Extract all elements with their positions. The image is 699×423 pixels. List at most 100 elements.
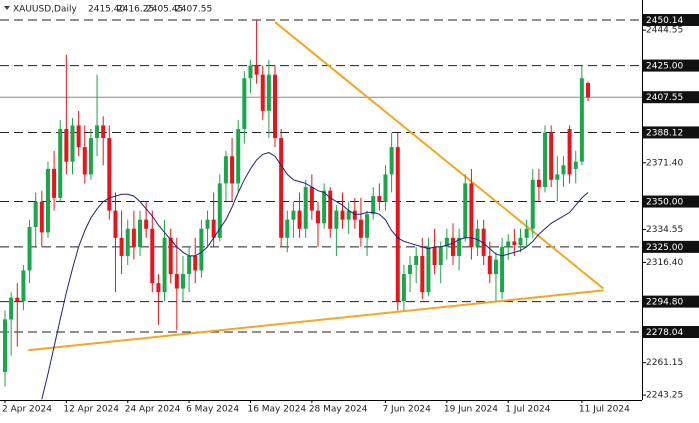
candle-body [506,241,511,247]
candle-body [469,183,474,247]
candle-body [481,228,486,256]
candle-body [76,125,81,148]
candle-body [536,179,541,188]
x-tick-label: 7 Jun 2024 [382,405,431,415]
x-tick-label: 12 Apr 2024 [63,405,119,415]
x-tick-label: 28 May 2024 [309,405,368,415]
y-tick-label: 2444.55 [646,26,683,36]
candle-body [9,297,14,320]
candle-body [230,156,235,184]
candle-body [322,190,327,224]
candle-body [64,129,69,162]
candle-body [125,228,130,256]
candle-body [217,183,222,238]
candle-body [3,319,7,372]
level-label: 2450.14 [646,16,683,26]
candle-body [438,246,443,266]
ohlc-close: 2407.55 [175,5,212,15]
candle-body [450,237,455,256]
plot: 2444.55 2371.40 2334.55 2316.40 2261.15 2243.… [0,13,699,415]
current-price-label: 2407.55 [646,93,683,103]
candle-body [113,210,118,238]
level-label: 2350.00 [646,198,683,208]
candle-body [518,237,523,246]
candle-body [248,65,253,79]
candle-body [530,179,535,229]
candle-body [119,237,124,256]
candle-body [242,78,247,130]
x-tick-label: 24 Apr 2024 [125,405,181,415]
y-tick-label: 2261.15 [646,358,683,368]
candle-body [297,210,302,229]
y-tick-label: 2371.40 [646,158,683,168]
candle-body [383,174,388,202]
ohlc-open: 2415.40 [88,5,125,15]
level-box [643,295,699,308]
trendline [28,289,604,352]
candle-body [156,283,161,293]
candle-body [573,161,578,169]
candle-body [236,129,241,184]
candle-body [444,237,449,247]
candle-body [168,237,173,275]
candle-body [401,274,406,302]
candle-body [493,259,498,275]
candle-body [395,147,400,302]
candle-body [70,125,75,162]
candle-body [150,228,155,284]
candle-body [223,156,228,184]
candle-body [27,226,32,271]
candle-body [487,255,492,275]
candle-body [586,82,590,98]
ohlc-high: 2416.25 [117,5,154,15]
candle-body [138,219,143,247]
level-box [643,195,699,208]
x-tick-label: 19 Jun 2024 [444,405,498,415]
candle-body [377,196,382,202]
candle-body [371,196,376,215]
candle-body [95,125,100,139]
candle-body [45,168,50,233]
y-tick-label: 2316.40 [646,258,683,268]
candle-body [524,228,529,238]
candle-body [543,132,548,188]
y-tick-label: 2334.55 [646,225,683,235]
candle-body [131,228,136,247]
candle-body [346,210,351,220]
candle-body [52,168,57,198]
candle-body [174,274,179,289]
level-box [643,240,699,253]
candle-body [58,129,63,198]
candle-body [561,165,566,175]
candle-body [340,210,345,220]
y-tick-label: 2243.25 [646,391,683,401]
level-box [643,126,699,139]
candle-body [303,187,308,229]
x-tick-label: 2 Apr 2024 [2,405,52,415]
candle-body [144,219,149,229]
candle-body [352,210,357,220]
candle-body [15,297,20,302]
x-tick-label: 16 May 2024 [247,405,306,415]
candle-body [162,237,167,293]
level-box [643,59,699,72]
candle-body [500,246,505,293]
x-tick-label: 11 Jul 2024 [579,405,630,415]
candle-body [549,132,554,180]
level-label: 2278.04 [646,328,683,338]
candle-body [475,228,480,247]
candle-body [358,219,363,238]
candle-body [365,214,370,238]
candle-body [315,210,320,224]
level-label: 2388.12 [646,128,683,138]
x-tick-label: 1 Jul 2024 [505,405,550,415]
candle-body [408,265,413,275]
candle-body [420,255,425,293]
candle-body [512,241,517,246]
current-price-box [643,91,699,104]
candle-body [463,183,468,238]
level-box [643,326,699,339]
x-tick-label: 6 May 2024 [186,405,239,415]
